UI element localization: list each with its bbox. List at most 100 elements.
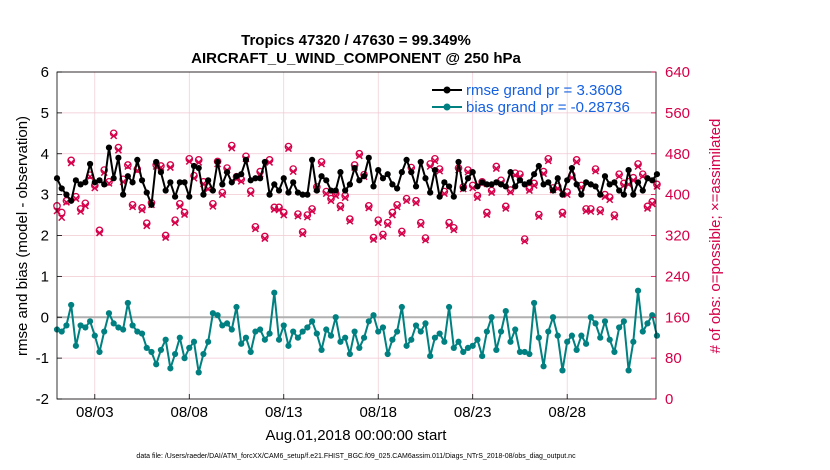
bias-point bbox=[351, 328, 358, 335]
bias-point bbox=[148, 348, 155, 356]
rmse-point bbox=[280, 175, 287, 182]
bias-point bbox=[171, 350, 179, 358]
rmse-point bbox=[304, 191, 311, 198]
obs-possible-point bbox=[431, 155, 439, 163]
rmse-point bbox=[531, 171, 538, 178]
obs-assimilated-point bbox=[91, 184, 99, 192]
bias-point bbox=[337, 338, 344, 345]
obs-possible-point bbox=[251, 222, 260, 231]
obs-assimilated-point bbox=[114, 146, 122, 154]
bias-point bbox=[630, 338, 637, 345]
rmse-point bbox=[502, 183, 509, 190]
rmse-point bbox=[587, 181, 594, 188]
obs-assimilated-point bbox=[77, 207, 85, 216]
obs-assimilated-point bbox=[587, 207, 595, 216]
bias-point bbox=[266, 330, 273, 337]
rmse-point bbox=[91, 179, 98, 186]
obs-assimilated-point bbox=[426, 162, 434, 171]
rmse-point bbox=[497, 181, 505, 188]
obs-assimilated-point bbox=[284, 145, 293, 153]
obs-assimilated-point bbox=[379, 232, 387, 241]
bias-point bbox=[209, 310, 216, 317]
bias-point bbox=[408, 336, 415, 343]
rmse-point bbox=[82, 179, 89, 186]
rmse-point bbox=[616, 187, 623, 194]
bias-point bbox=[261, 336, 268, 343]
rmse-point bbox=[427, 189, 434, 196]
obs-possible-point bbox=[180, 208, 189, 217]
obs-assimilated-point bbox=[185, 157, 193, 165]
rmse-point bbox=[290, 179, 297, 186]
obs-possible-point bbox=[596, 206, 605, 214]
bias-point bbox=[214, 312, 221, 319]
obs-possible-point bbox=[558, 208, 567, 217]
rmse-point bbox=[124, 173, 131, 180]
bias-point bbox=[308, 318, 316, 325]
rmse-point bbox=[96, 177, 103, 184]
bias-point bbox=[469, 342, 476, 349]
obs-assimilated-point bbox=[171, 219, 179, 227]
obs-possible-point bbox=[346, 215, 354, 223]
rmse-point bbox=[493, 179, 500, 186]
rmse-point bbox=[375, 167, 382, 174]
rmse-point bbox=[247, 177, 254, 184]
obs-assimilated-point bbox=[369, 236, 378, 244]
bias-point bbox=[450, 344, 457, 352]
bias-point bbox=[488, 314, 495, 321]
y-tick-label: 5 bbox=[41, 105, 49, 122]
bias-point bbox=[153, 361, 160, 368]
obs-assimilated-point bbox=[110, 132, 118, 140]
rmse-point bbox=[474, 183, 481, 190]
bias-point bbox=[280, 322, 287, 329]
obs-assimilated-point bbox=[181, 211, 189, 219]
obs-possible-point bbox=[218, 188, 227, 197]
bias-point bbox=[228, 326, 235, 333]
y-tick-label: 2 bbox=[41, 228, 49, 245]
rmse-point bbox=[186, 193, 193, 200]
obs-possible-point bbox=[294, 210, 302, 218]
rmse-point bbox=[545, 179, 552, 186]
bias-point bbox=[436, 330, 443, 337]
bias-point bbox=[138, 330, 146, 337]
rmse-point bbox=[153, 158, 160, 166]
obs-assimilated-point bbox=[303, 213, 311, 221]
legend-bias-label: bias grand pr = -0.28736 bbox=[466, 99, 630, 116]
obs-assimilated-point bbox=[218, 191, 226, 199]
rmse-point bbox=[606, 181, 613, 188]
y2-tick-label: 160 bbox=[665, 309, 690, 326]
bias-point bbox=[493, 346, 500, 354]
obs-possible-point bbox=[648, 197, 657, 206]
obs-assimilated-point bbox=[506, 188, 515, 196]
obs-possible-point bbox=[473, 191, 482, 200]
bias-point bbox=[190, 338, 198, 345]
rmse-point bbox=[271, 181, 278, 188]
bias-point bbox=[431, 334, 439, 341]
rmse-point bbox=[242, 156, 250, 163]
obs-assimilated-point bbox=[450, 226, 458, 234]
rmse-point bbox=[601, 173, 609, 180]
y2-axis-label: # of obs: o=possible; ×=assimilated bbox=[707, 119, 724, 354]
bias-point bbox=[143, 344, 150, 352]
bias-point bbox=[507, 338, 514, 345]
rmse-point bbox=[488, 181, 495, 188]
bias-point bbox=[356, 344, 363, 352]
obs-assimilated-point bbox=[558, 211, 566, 219]
bias-point bbox=[597, 334, 604, 341]
obs-possible-point bbox=[379, 230, 387, 239]
bias-point bbox=[403, 342, 410, 349]
y2-tick-label: 480 bbox=[665, 146, 690, 163]
bias-point bbox=[540, 363, 547, 370]
legend-bias-marker bbox=[443, 103, 451, 111]
obs-possible-point bbox=[572, 156, 581, 164]
bias-point bbox=[200, 350, 207, 358]
obs-possible-point bbox=[369, 233, 378, 242]
rmse-point bbox=[389, 181, 396, 188]
bias-point bbox=[394, 328, 401, 335]
rmse-point bbox=[445, 183, 453, 190]
bias-point bbox=[464, 344, 472, 352]
rmse-point bbox=[653, 171, 661, 178]
rmse-point bbox=[540, 181, 547, 188]
rmse-point bbox=[233, 173, 240, 180]
bias-point bbox=[601, 318, 609, 325]
bias-point bbox=[101, 328, 108, 335]
